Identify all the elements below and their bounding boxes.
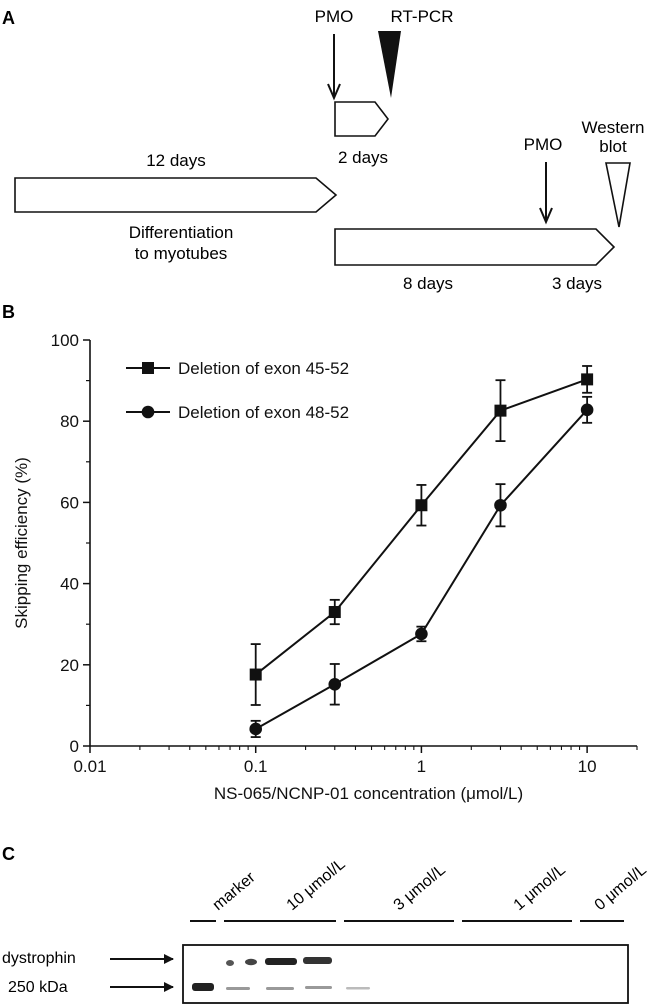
- dystrophin-band: [265, 958, 297, 965]
- data-point-square: [494, 404, 507, 417]
- western-label-line2: blot: [599, 137, 627, 156]
- y-tick-label: 0: [70, 737, 79, 756]
- dystrophin-label: dystrophin: [2, 950, 76, 967]
- lane-band-250: [266, 987, 294, 990]
- legend-label: Deletion of exon 48-52: [178, 403, 349, 422]
- lane-label-0: 0 μmol/L: [592, 861, 650, 914]
- twelve-day-box: [14, 177, 338, 213]
- data-point-circle: [580, 403, 594, 417]
- lane-band-250: [346, 987, 370, 990]
- pmo-bottom-arrowhead: [539, 207, 553, 225]
- marker-band: [192, 983, 214, 991]
- lane-label-1: 1 μmol/L: [511, 861, 569, 914]
- x-tick-label: 10: [578, 757, 597, 776]
- lane-band-250: [305, 986, 332, 989]
- data-point-square: [328, 606, 341, 619]
- data-point-square: [249, 668, 262, 681]
- y-tick-label: 80: [60, 412, 79, 431]
- legend-label: Deletion of exon 45-52: [178, 359, 349, 378]
- data-point-circle: [328, 677, 342, 691]
- pmo-top-arrowhead: [327, 83, 341, 101]
- panel-b-label: B: [2, 302, 15, 322]
- blot-frame: [182, 944, 629, 1004]
- two-day-box: [334, 101, 390, 137]
- data-point-circle: [249, 722, 263, 736]
- legend-marker-circle: [141, 405, 155, 419]
- panel-a-timeline: A PMO RT-PCR 2 days 12 days Differentiat…: [2, 7, 645, 293]
- x-axis-label: NS-065/NCNP-01 concentration (μmol/L): [214, 784, 523, 803]
- data-point-circle: [415, 627, 428, 641]
- legend-marker-square: [142, 362, 154, 374]
- y-tick-label: 100: [51, 331, 79, 350]
- data-point-circle: [494, 498, 507, 512]
- differentiation-label-line1: Differentiation: [129, 223, 234, 242]
- eight-days-label: 8 days: [403, 274, 453, 293]
- rtpcr-triangle: [378, 31, 401, 98]
- dystrophin-band: [245, 958, 257, 966]
- lane-label-10: 10 μmol/L: [284, 856, 349, 914]
- differentiation-label-line2: to myotubes: [135, 244, 228, 263]
- series-line: [255, 409, 588, 730]
- kda-label: 250 kDa: [8, 979, 68, 996]
- x-tick-label: 0.1: [244, 757, 268, 776]
- dystrophin-band: [226, 960, 234, 966]
- pmo-bottom-label: PMO: [524, 135, 563, 154]
- twelve-days-label: 12 days: [146, 151, 206, 170]
- rtpcr-label: RT-PCR: [391, 7, 454, 26]
- y-tick-label: 60: [60, 493, 79, 512]
- y-tick-label: 40: [60, 575, 79, 594]
- lane-label-3: 3 μmol/L: [391, 861, 449, 914]
- western-triangle: [605, 162, 631, 228]
- panel-a-label: A: [2, 8, 15, 28]
- x-tick-label: 1: [417, 757, 426, 776]
- y-axis-label: Skipping efficiency (%): [12, 457, 31, 629]
- data-point-square: [581, 373, 594, 386]
- panel-c-label: C: [2, 844, 15, 864]
- pmo-top-label: PMO: [315, 7, 354, 26]
- two-days-label: 2 days: [338, 148, 388, 167]
- data-point-square: [415, 499, 428, 512]
- y-tick-label: 20: [60, 656, 79, 675]
- western-label-line1: Western: [582, 118, 645, 137]
- three-days-label: 3 days: [552, 274, 602, 293]
- lane-band-250: [226, 987, 250, 990]
- dystrophin-band: [303, 957, 332, 964]
- x-tick-label: 0.01: [73, 757, 106, 776]
- eight-day-box: [334, 228, 616, 266]
- skipping-efficiency-chart: 0 20 40 60 80 100 0.01 0.1 1 10 NS-065/NCNP-01 con…: [12, 331, 638, 803]
- lane-label-marker: marker: [210, 869, 260, 914]
- panel-c-western-blot: C marker 10 μmol/L 3 μmol/L 1 μmol/L 0 μ…: [2, 844, 650, 1004]
